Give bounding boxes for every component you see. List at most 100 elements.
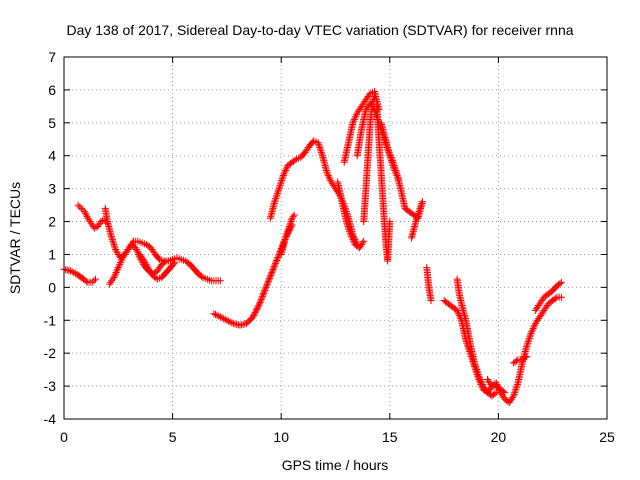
data-point	[264, 279, 272, 287]
data-point	[110, 242, 118, 250]
series-seg19	[453, 275, 500, 400]
data-point	[216, 277, 224, 285]
data-point	[279, 173, 287, 181]
y-tick-label: 1	[48, 246, 56, 262]
data-point	[370, 94, 378, 102]
data-point	[117, 257, 125, 265]
data-point	[210, 310, 218, 318]
data-point	[77, 204, 85, 212]
data-point	[282, 232, 290, 240]
data-point	[271, 261, 279, 269]
data-point	[259, 291, 267, 299]
data-point	[523, 352, 531, 360]
data-point	[315, 142, 323, 150]
data-point	[528, 328, 536, 336]
data-point	[109, 237, 117, 245]
data-point	[290, 211, 298, 219]
data-point	[273, 190, 281, 198]
data-point	[525, 336, 533, 344]
data-point	[390, 163, 398, 171]
data-point	[140, 257, 148, 265]
data-point	[391, 167, 399, 175]
data-point	[220, 315, 228, 323]
data-point	[349, 119, 357, 127]
data-point	[557, 293, 565, 301]
data-point	[142, 260, 150, 268]
data-points	[60, 88, 565, 407]
data-point	[271, 198, 279, 206]
data-point	[499, 388, 507, 396]
data-point	[108, 236, 116, 244]
data-point	[141, 259, 149, 267]
data-point	[260, 289, 268, 297]
data-point	[326, 176, 334, 184]
data-point	[347, 232, 355, 240]
data-point	[277, 180, 285, 188]
data-point	[249, 313, 257, 321]
data-point	[266, 273, 274, 281]
data-point	[416, 206, 424, 214]
data-point	[108, 234, 116, 242]
data-point	[252, 307, 260, 315]
data-point	[257, 297, 265, 305]
data-point	[112, 246, 120, 254]
data-point	[267, 270, 275, 278]
data-point	[427, 297, 435, 305]
data-point	[394, 175, 402, 183]
data-point	[523, 341, 531, 349]
series-seg22	[531, 278, 565, 314]
data-point	[81, 209, 89, 217]
data-point	[491, 390, 499, 398]
data-point	[386, 218, 394, 226]
data-point	[526, 331, 534, 339]
data-point	[118, 255, 126, 263]
series-seg16	[408, 198, 426, 242]
data-point	[472, 364, 480, 372]
data-point	[261, 285, 269, 293]
data-point	[276, 183, 284, 191]
data-point	[412, 218, 420, 226]
data-point	[412, 216, 420, 224]
data-point	[471, 361, 479, 369]
data-point	[360, 237, 368, 245]
data-point	[286, 221, 294, 229]
data-point	[161, 258, 169, 266]
data-point	[350, 116, 358, 124]
data-point	[90, 277, 98, 285]
data-point	[525, 334, 533, 342]
data-point	[283, 229, 291, 237]
data-point	[273, 256, 281, 264]
data-point	[111, 272, 119, 280]
data-point	[386, 152, 394, 160]
data-point	[116, 259, 124, 267]
data-point	[284, 227, 292, 235]
data-point	[343, 221, 351, 229]
data-point	[317, 148, 325, 156]
data-point	[415, 209, 423, 217]
data-point	[213, 311, 221, 319]
data-point	[352, 111, 360, 119]
data-point	[250, 310, 258, 318]
data-point	[350, 237, 358, 245]
data-point	[524, 338, 532, 346]
tick-labels: -4 -3 -2 -1 0 1 2 3 4 5 6 7 0 5 10 15 20 25	[44, 49, 615, 445]
y-tick-label: -2	[44, 345, 57, 361]
y-tick-label: -1	[44, 312, 57, 328]
data-point	[510, 390, 518, 398]
data-point	[316, 145, 324, 153]
data-point	[285, 224, 293, 232]
data-point	[253, 304, 261, 312]
data-point	[266, 274, 274, 282]
data-point	[218, 314, 226, 322]
x-tick-label: 10	[273, 429, 289, 445]
data-point	[291, 156, 299, 164]
data-point	[417, 203, 425, 211]
data-point	[387, 155, 395, 163]
data-point	[215, 312, 223, 320]
data-point	[91, 275, 99, 283]
data-point	[263, 280, 271, 288]
data-point	[198, 272, 206, 280]
y-tick-label: 4	[48, 148, 56, 164]
data-point	[282, 167, 290, 175]
